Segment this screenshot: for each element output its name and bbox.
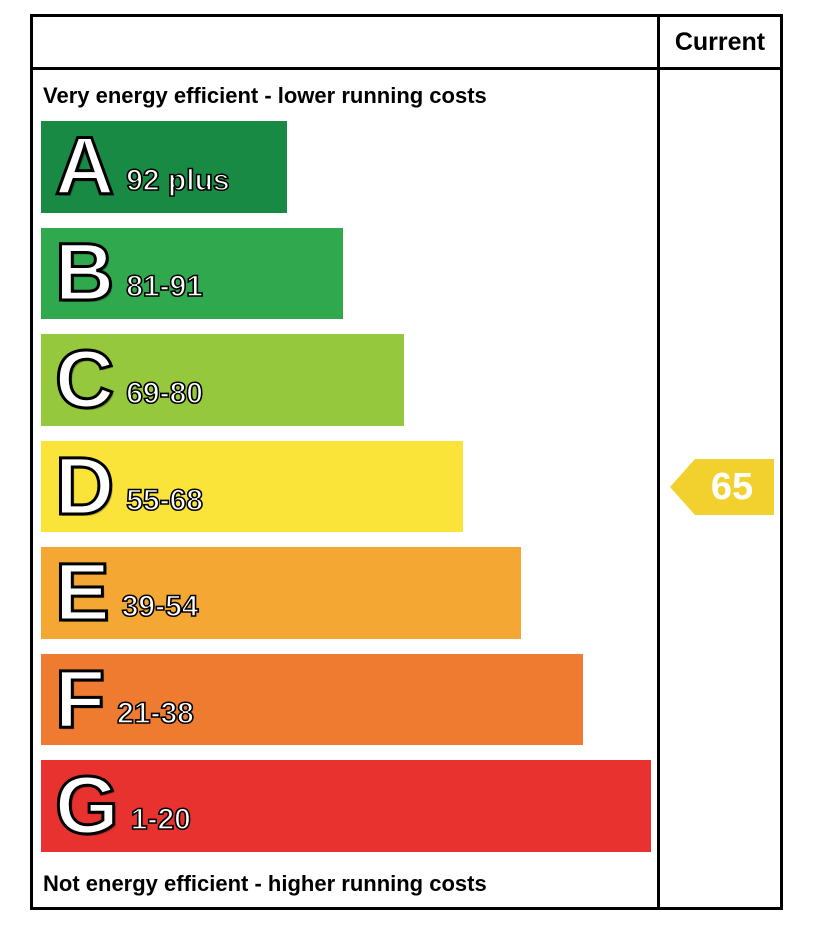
bottom-caption: Not energy efficient - higher running co… — [43, 871, 487, 897]
band-letter-a: A — [53, 120, 115, 212]
current-rating-value: 65 — [710, 465, 754, 508]
band-range-b: 81-91 — [125, 270, 203, 305]
band-row-d: D 55-68 — [41, 440, 463, 533]
band-letter-c: C — [53, 333, 115, 425]
band-range-g: 1-20 — [130, 802, 192, 837]
band-row-e: E 39-54 — [41, 547, 522, 639]
current-rating-pointer: 65 — [670, 459, 774, 515]
band-range-d: 55-68 — [125, 483, 203, 518]
chart-body: Very energy efficient - lower running co… — [33, 70, 780, 907]
band-letter-e: E — [54, 547, 112, 639]
band-letter-g: G — [54, 760, 121, 852]
band-range-c: 69-80 — [125, 376, 203, 411]
current-column-header: Current — [657, 17, 780, 67]
bands-area: Very energy efficient - lower running co… — [33, 70, 657, 907]
band-row-g: G 1-20 — [41, 760, 651, 853]
band-letter-f: F — [53, 653, 106, 745]
header-row: Current — [33, 17, 780, 70]
band-letter-b: B — [53, 227, 115, 319]
band-row-b: B 81-91 — [41, 227, 343, 320]
band-row-a: A 92 plus — [41, 120, 288, 213]
band-letter-d: D — [53, 440, 115, 532]
epc-rating-chart: Current Very energy efficient - lower ru… — [30, 14, 783, 910]
band-range-e: 39-54 — [121, 589, 199, 624]
band-range-f: 21-38 — [116, 696, 194, 731]
current-column — [657, 70, 780, 907]
top-caption: Very energy efficient - lower running co… — [43, 83, 487, 108]
band-row-c: C 69-80 — [41, 333, 405, 426]
band-range-a: 92 plus — [125, 163, 230, 198]
header-spacer — [33, 17, 657, 67]
band-row-f: F 21-38 — [41, 653, 584, 746]
